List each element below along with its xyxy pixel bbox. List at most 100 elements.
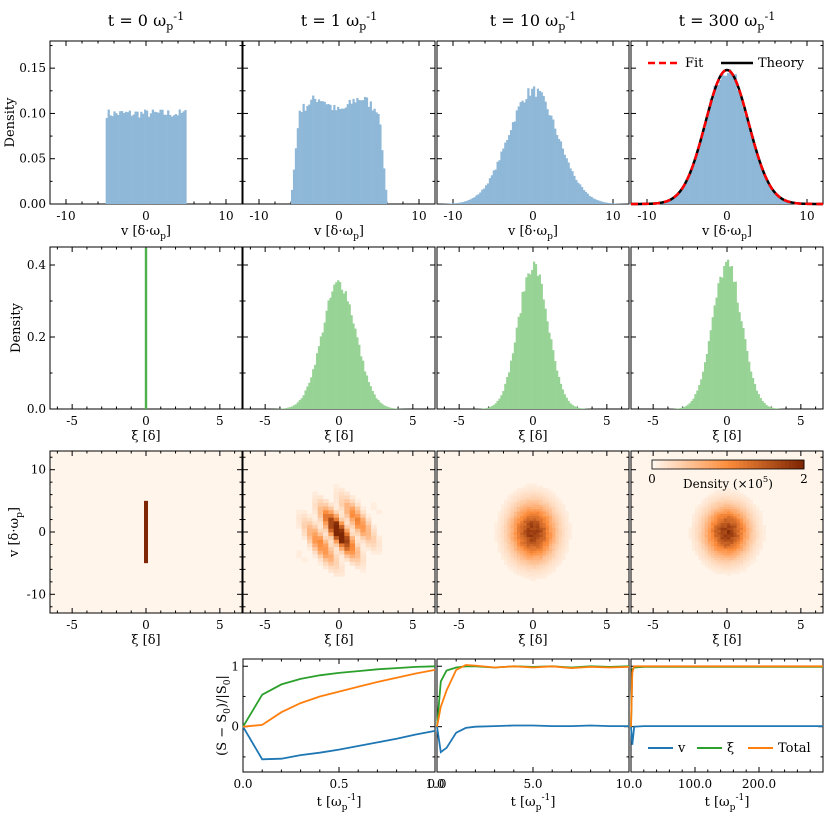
heatmap-cell — [529, 550, 534, 554]
colorbar-segment — [705, 460, 710, 469]
heatmap-cell — [565, 518, 569, 521]
heatmap-cell — [733, 492, 737, 496]
heatmap-cell — [542, 515, 547, 519]
heatmap-cell — [558, 513, 563, 517]
heatmap-cell — [545, 520, 550, 524]
histogram-bar — [536, 88, 540, 204]
y-tick-label: 0.05 — [19, 152, 46, 166]
heatmap-cell — [526, 499, 531, 503]
histogram-bar — [381, 403, 384, 409]
histogram-bar — [333, 284, 336, 409]
heatmap-cell — [526, 511, 531, 514]
x-tick-label: 5 — [797, 618, 805, 632]
heatmap-cell — [507, 525, 511, 528]
heatmap-cell — [727, 532, 731, 535]
heatmap-cell — [523, 569, 527, 572]
heatmap-cell — [558, 511, 563, 514]
heatmap-cell — [561, 520, 566, 524]
histogram-bar — [506, 139, 509, 204]
heatmap-cell — [539, 538, 543, 542]
heatmap-cell — [711, 499, 715, 503]
heatmap-cell — [714, 494, 718, 498]
heatmap-cell — [707, 525, 712, 528]
heatmap-cell — [568, 525, 572, 528]
heatmap-cell — [520, 548, 524, 551]
heatmap-cell — [723, 566, 728, 570]
heatmap-cell — [749, 529, 753, 533]
histogram-bar — [371, 390, 374, 409]
colorbar-segment — [712, 460, 718, 469]
heatmap-cell — [513, 541, 518, 544]
heatmap-cell — [355, 498, 361, 503]
histogram-bar — [730, 266, 734, 409]
histogram-bar — [481, 189, 484, 204]
histogram-bar — [363, 96, 367, 204]
heatmap-cell — [762, 525, 766, 528]
heatmap-cell — [691, 520, 696, 524]
heatmap-cell — [360, 506, 367, 511]
heatmap-cell — [517, 532, 521, 535]
heatmap-cell — [317, 495, 324, 500]
heatmap-cell — [510, 497, 515, 500]
heatmap-cell — [507, 557, 511, 561]
heatmap-cell — [520, 569, 524, 572]
heatmap-cell — [529, 488, 534, 491]
histogram-bar — [306, 105, 309, 204]
heatmap-cell — [344, 557, 351, 562]
heatmap-cell — [555, 538, 559, 542]
histogram-bar — [365, 375, 369, 409]
heatmap-cell — [360, 513, 367, 518]
heatmap-cell — [312, 506, 319, 511]
heatmap-cell — [376, 535, 383, 540]
heatmap-cell — [733, 520, 737, 524]
heatmap-cell — [707, 522, 712, 526]
histogram-bar — [365, 97, 369, 204]
heatmap-cell — [691, 538, 696, 542]
heatmap-cell — [711, 527, 715, 531]
heatmap-cell — [360, 554, 367, 559]
heatmap-cell — [533, 555, 537, 558]
heatmap-cell — [545, 571, 550, 575]
heatmap-cell — [736, 504, 741, 507]
heatmap-cell — [701, 527, 705, 531]
heatmap-cell — [533, 536, 537, 540]
heatmap-cell — [533, 532, 537, 535]
heatmap-cell — [555, 527, 559, 531]
heatmap-cell — [691, 527, 696, 531]
heatmap-cell — [707, 499, 712, 503]
histogram-bar — [703, 128, 707, 204]
heatmap-cell — [312, 520, 319, 526]
heatmap-cell — [733, 508, 737, 512]
histogram-bar — [692, 398, 695, 409]
heatmap-cell — [539, 492, 543, 496]
heatmap-cell — [549, 513, 553, 517]
histogram-bar — [140, 111, 143, 204]
heatmap-cell — [328, 546, 335, 551]
heatmap-cell — [533, 525, 537, 528]
heatmap-cell — [733, 536, 737, 540]
heatmap-cell — [743, 545, 747, 549]
heatmap-cell — [533, 545, 537, 549]
histogram-bar — [319, 101, 323, 204]
heatmap-cell — [714, 508, 718, 512]
heatmap-cell — [533, 564, 537, 568]
heatmap-cell — [339, 506, 345, 511]
x-tick-label: 0 — [529, 618, 537, 632]
histogram-bar — [291, 406, 294, 409]
heatmap-cell — [736, 506, 741, 510]
heatmap-cell — [545, 525, 550, 528]
heatmap-cell — [501, 541, 505, 544]
heatmap-cell — [736, 490, 741, 494]
heatmap-cell — [517, 566, 521, 570]
heatmap-cell — [520, 559, 524, 563]
heatmap-cell — [704, 536, 709, 540]
heatmap-cell — [323, 524, 329, 529]
heatmap-cell — [545, 559, 550, 563]
heatmap-cell — [739, 548, 744, 551]
heatmap-cell — [698, 536, 702, 540]
heatmap-cell — [504, 511, 508, 514]
histogram-bar — [113, 111, 116, 204]
heatmap-cell — [510, 550, 515, 554]
heatmap-cell — [517, 499, 521, 503]
histogram-bar — [142, 113, 145, 204]
